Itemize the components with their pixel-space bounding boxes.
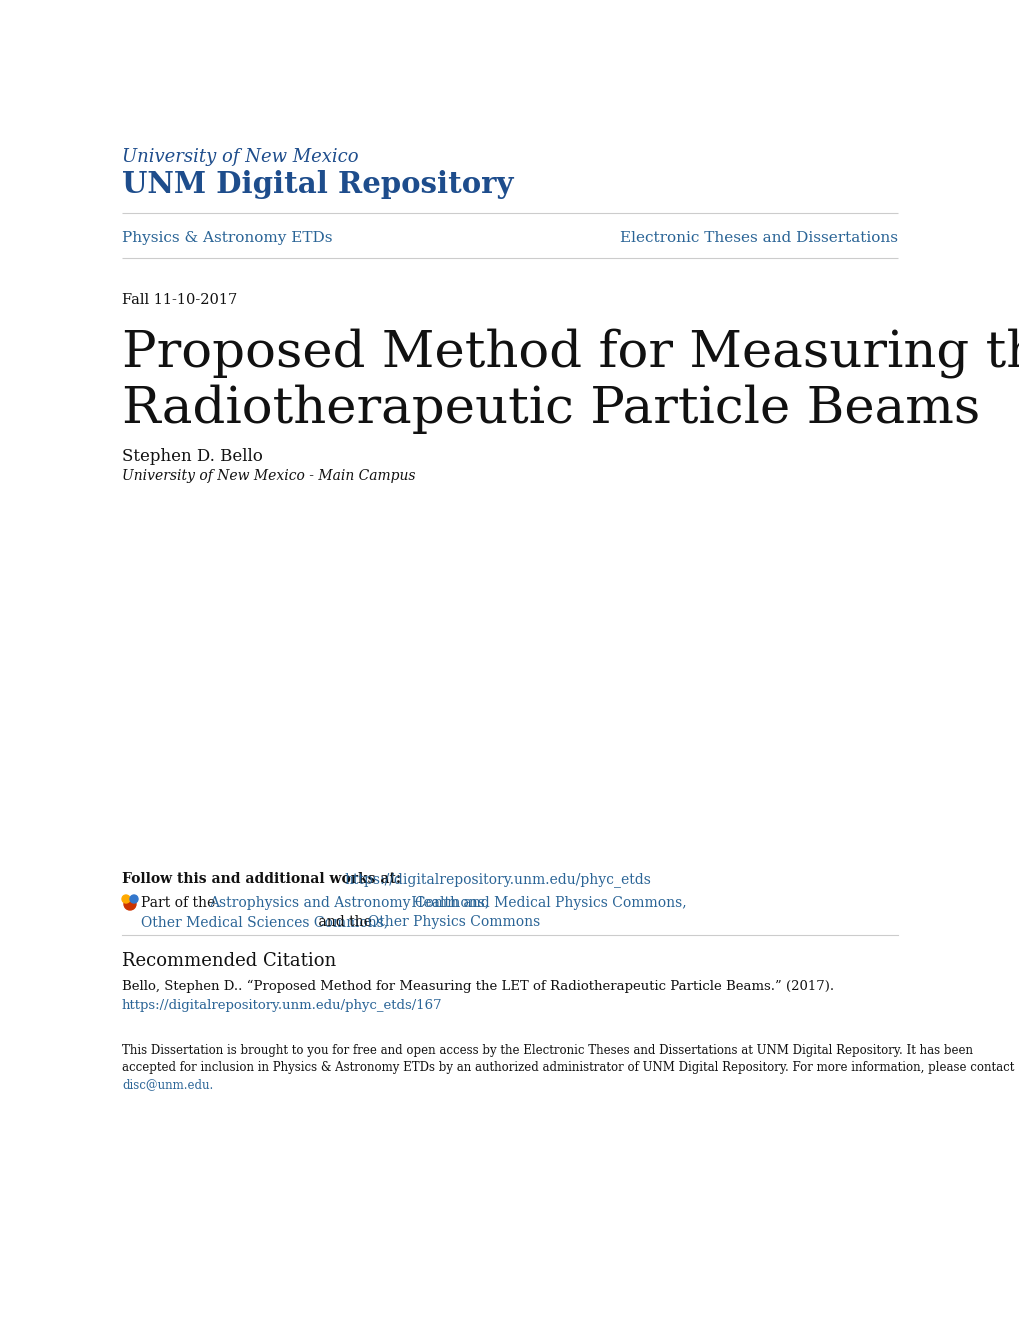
Text: accepted for inclusion in Physics & Astronomy ETDs by an authorized administrato: accepted for inclusion in Physics & Astr… (122, 1061, 1013, 1074)
Text: Fall 11-10-2017: Fall 11-10-2017 (122, 293, 237, 308)
Text: University of New Mexico - Main Campus: University of New Mexico - Main Campus (122, 469, 415, 483)
Text: Electronic Theses and Dissertations: Electronic Theses and Dissertations (620, 231, 897, 246)
Text: disc@unm.edu.: disc@unm.edu. (122, 1078, 213, 1092)
Text: Follow this and additional works at:: Follow this and additional works at: (122, 873, 406, 886)
Text: Health and Medical Physics Commons,: Health and Medical Physics Commons, (407, 896, 686, 909)
Text: Physics & Astronomy ETDs: Physics & Astronomy ETDs (122, 231, 332, 246)
Text: https://digitalrepository.unm.edu/phyc_etds: https://digitalrepository.unm.edu/phyc_e… (343, 873, 650, 887)
Text: and the: and the (314, 915, 376, 929)
Text: Stephen D. Bello: Stephen D. Bello (122, 447, 263, 465)
Text: https://digitalrepository.unm.edu/phyc_etds/167: https://digitalrepository.unm.edu/phyc_e… (122, 999, 442, 1012)
Text: Part of the: Part of the (141, 896, 219, 909)
Circle shape (124, 898, 136, 909)
Text: Other Medical Sciences Commons,: Other Medical Sciences Commons, (141, 915, 388, 929)
Text: Radiotherapeutic Particle Beams: Radiotherapeutic Particle Beams (122, 385, 979, 434)
Text: This Dissertation is brought to you for free and open access by the Electronic T: This Dissertation is brought to you for … (122, 1044, 972, 1057)
Text: UNM Digital Repository: UNM Digital Repository (122, 170, 513, 199)
Text: Recommended Citation: Recommended Citation (122, 952, 336, 970)
Text: Astrophysics and Astronomy Commons,: Astrophysics and Astronomy Commons, (209, 896, 489, 909)
Text: Proposed Method for Measuring the LET of: Proposed Method for Measuring the LET of (122, 327, 1019, 378)
Circle shape (122, 895, 129, 903)
Circle shape (129, 895, 138, 903)
Text: Bello, Stephen D.. “Proposed Method for Measuring the LET of Radiotherapeutic Pa: Bello, Stephen D.. “Proposed Method for … (122, 979, 834, 993)
Text: Other Physics Commons: Other Physics Commons (368, 915, 540, 929)
Text: University of New Mexico: University of New Mexico (122, 148, 359, 166)
